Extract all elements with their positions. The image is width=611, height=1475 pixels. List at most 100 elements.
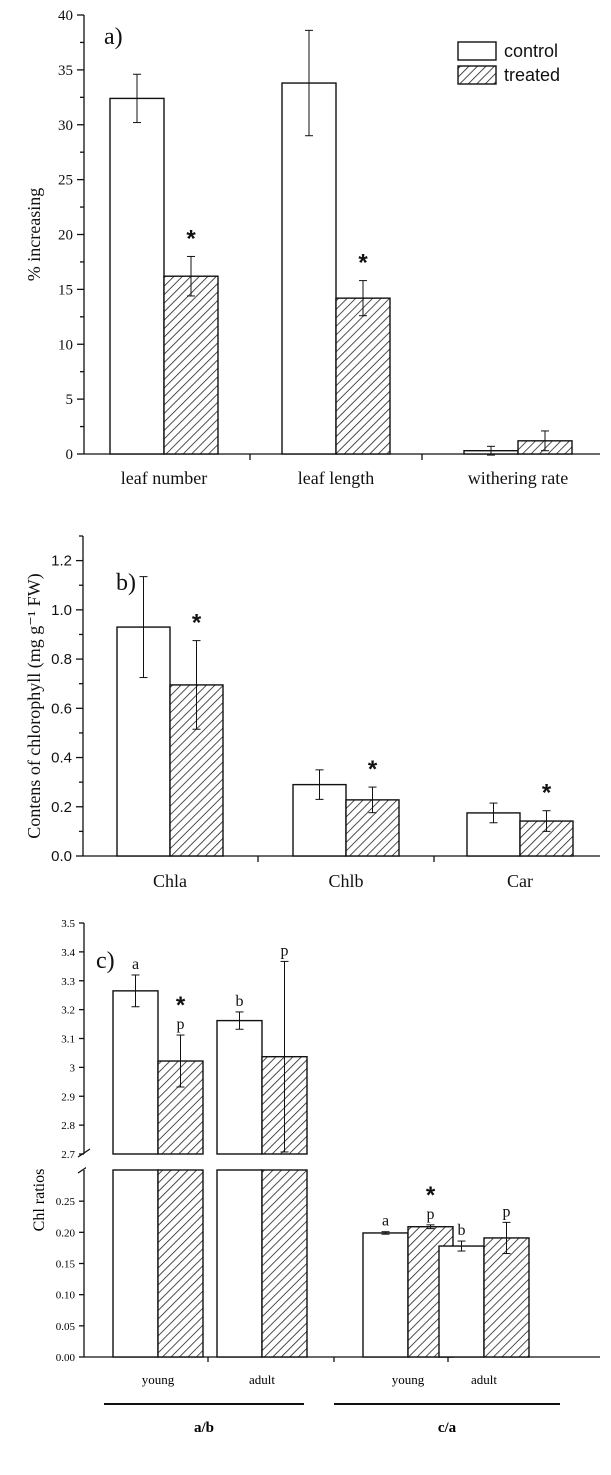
panel-b-chart: 0.0 0.2 0.4 0.6 0.8 1.0 1.2 Contens of chloroph… [24,535,600,891]
bar-treated-1 [335,297,391,455]
group-letter: a [382,1213,389,1230]
group-letter: b [458,1222,466,1239]
significance-star: * [542,780,552,807]
legend: control treated [457,41,560,85]
group-letter: p [177,1016,185,1033]
x-category-label: Chlb [328,871,363,891]
error-bar [176,1034,185,1088]
bar-control-1 [281,82,337,455]
y-tick-label: 0 [66,447,74,463]
bar-treated-0-lower [157,1169,204,1358]
y-tick-label: 0.05 [56,1321,76,1333]
bar-control-1-lower [216,1169,263,1358]
group-letter: a [132,956,139,973]
x-category-label: leaf number [121,468,207,488]
error-bar [192,640,201,730]
y-tick-label: 0.2 [51,799,72,816]
y-tick-label: 0.25 [56,1196,76,1208]
group-letter: p [281,942,289,959]
y-tick-label: 3.4 [61,947,75,959]
x-category-label: young [392,1372,425,1387]
y-tick-label: 0.15 [56,1259,76,1271]
y-tick-label: 40 [58,8,73,24]
y-tick-label: 20 [58,228,73,244]
bar-control-0-upper [112,990,159,1155]
y-tick-label: 3.5 [61,918,75,930]
y-axis-title: % increasing [24,188,44,281]
y-tick-label: 5 [66,392,74,408]
panel-a-chart: 0 5 10 15 20 25 30 35 40 % increasing a) leaf numbe… [24,8,600,488]
y-tick-label: 0.20 [56,1227,76,1239]
error-bar [502,1221,511,1255]
axis-break-gap [86,1155,602,1169]
bar-control-2 [362,1232,409,1358]
error-bar [542,810,551,832]
y-tick-label: 30 [58,118,73,134]
panel-c-chart: 2.7 2.8 2.9 3 3.1 3.2 3.3 3.4 3.5 0.00 0.05 0.10 0.1… [31,918,602,1436]
error-bar [187,255,195,297]
group-letter: b [236,993,244,1010]
legend-swatch-treated [457,65,497,85]
error-bar [457,1240,466,1252]
x-category-label: adult [471,1372,497,1387]
x-category-label: young [142,1372,175,1387]
y-axis-title: Chl ratios [31,1169,48,1232]
error-bar [541,430,549,452]
y-tick-label: 1.0 [51,602,72,619]
y-tick-label: 0.4 [51,750,72,767]
y-tick-label: 0.6 [51,700,72,717]
significance-star: * [426,1182,436,1209]
bar-treated-3 [483,1237,530,1358]
x-category-label: leaf length [298,468,374,488]
y-tick-label: 3 [70,1062,76,1074]
panel-label: a) [104,24,123,50]
significance-star: * [176,992,186,1019]
group-label-a/b: a/b [194,1420,214,1436]
error-bar [359,280,367,317]
significance-star: * [186,225,196,252]
y-tick-label: 15 [58,282,73,298]
bar-treated-0 [163,275,219,455]
bar-treated-1-lower [261,1169,308,1358]
bar-control-0-lower [112,1169,159,1358]
legend-label-control: control [504,41,558,61]
error-bar [487,445,495,456]
y-tick-label: 3.2 [61,1005,75,1017]
y-tick-label: 10 [58,337,73,353]
significance-star: * [368,756,378,783]
error-bar [489,802,498,824]
error-bar [368,786,377,814]
error-bar [305,29,313,137]
y-axis-title: Contens of chlorophyll (mg g⁻¹ FW) [24,573,45,838]
y-tick-label: 0.10 [56,1290,76,1302]
y-tick-label: 1.2 [51,553,72,570]
group-label-c/a: c/a [438,1420,457,1436]
x-category-label: Chla [153,871,187,891]
significance-star: * [192,610,202,637]
y-tick-label: 25 [58,173,73,189]
y-tick-label: 2.7 [61,1149,75,1161]
error-bar [280,960,289,1153]
y-tick-label: 0.8 [51,651,72,668]
group-letter: p [503,1203,511,1220]
bar-control-1-upper [216,1019,263,1155]
bar-control-0 [109,97,165,455]
panel-label: c) [96,948,115,974]
x-category-label: adult [249,1372,275,1387]
axis-break-mark [77,1148,91,1158]
y-tick-label: 2.8 [61,1120,75,1132]
error-bar [133,73,141,124]
legend-label-treated: treated [504,65,560,85]
error-bar [426,1224,435,1230]
error-bar [235,1011,244,1030]
error-bar [139,576,148,679]
error-bar [381,1231,390,1235]
y-tick-label: 0.0 [51,848,72,865]
y-tick-label: 3.3 [61,976,75,988]
group-letter: p [427,1206,435,1223]
y-tick-label: 2.9 [61,1091,75,1103]
x-category-label: Car [507,871,533,891]
bar-control-3 [438,1245,485,1358]
significance-star: * [358,250,368,277]
